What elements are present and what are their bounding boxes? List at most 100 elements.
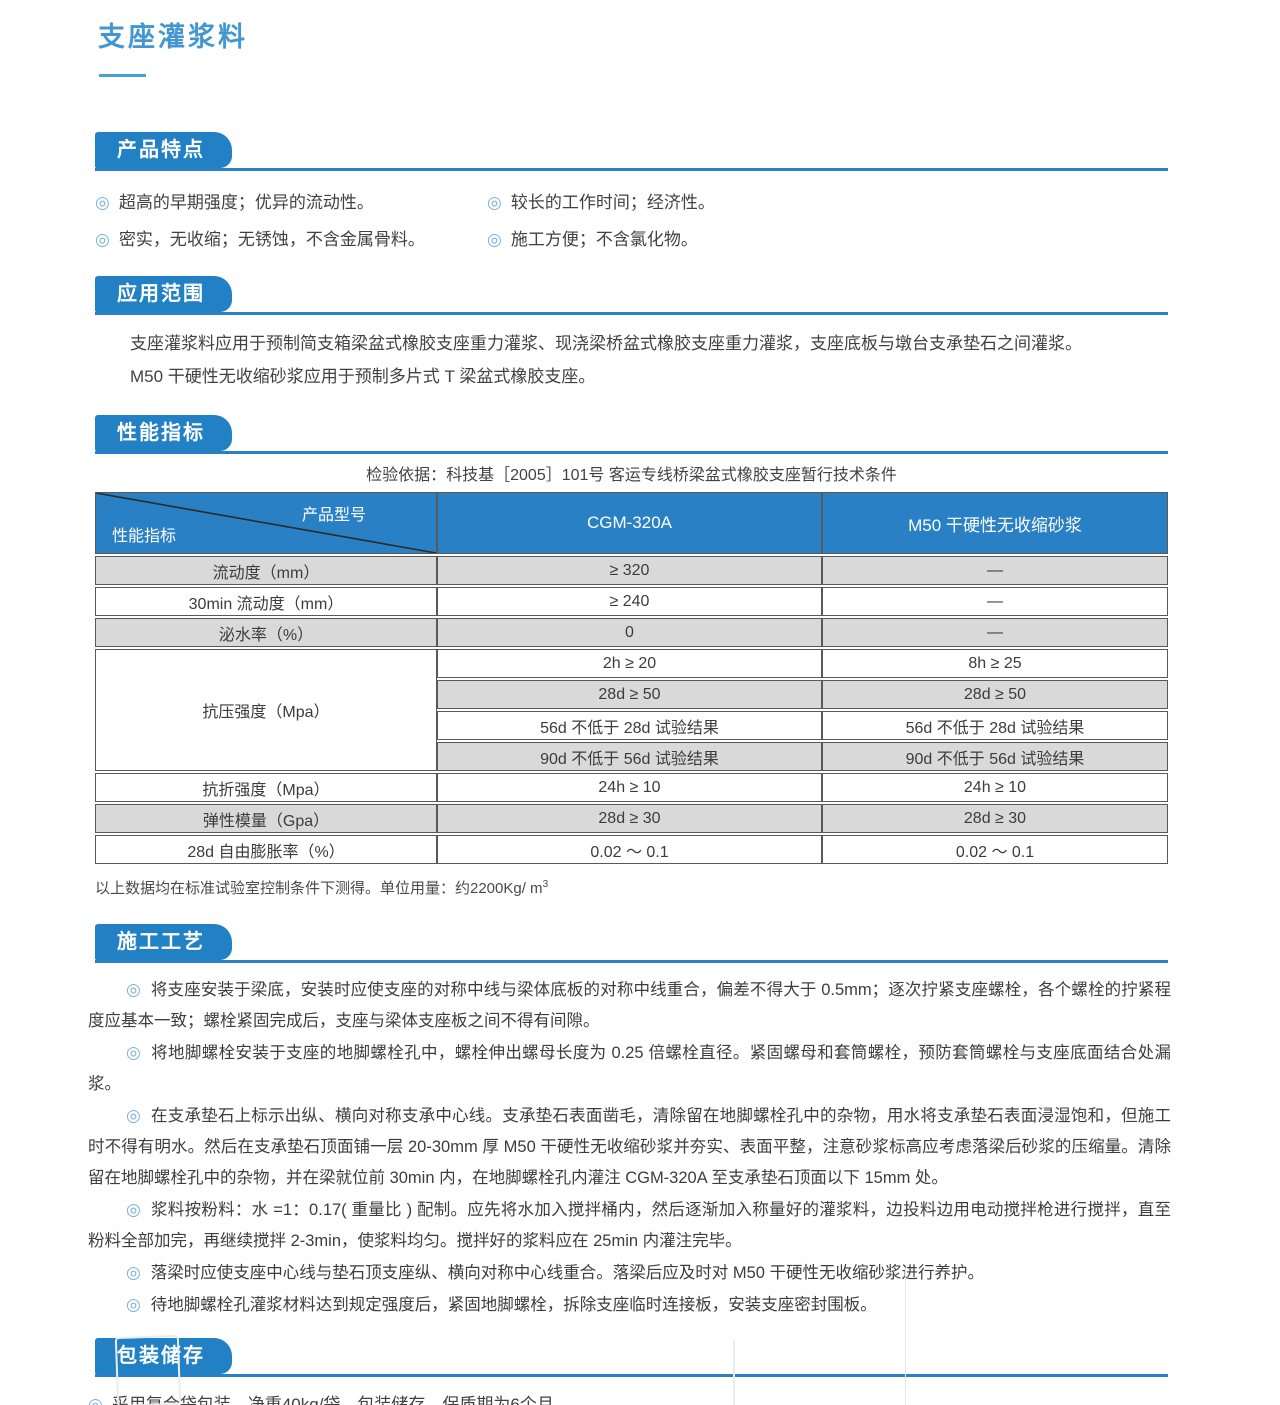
bullet-icon: ◎ bbox=[125, 1263, 141, 1282]
bullet-icon: ◎ bbox=[487, 230, 502, 249]
bullet-icon: ◎ bbox=[487, 193, 502, 212]
feature-text: 超高的早期强度；优异的流动性。 bbox=[118, 193, 374, 212]
list-item: ◎ 较长的工作时间；经济性。 bbox=[487, 188, 1168, 213]
page-title: 支座灌浆料 bbox=[98, 22, 248, 52]
step-item: ◎ 在支承垫石上标示出纵、横向对称支承中心线。支承垫石表面凿毛，清除留在地脚螺栓孔… bbox=[88, 1100, 1171, 1194]
table-row: 28d 自由膨胀率（%） 0.02 ～ 0.1 0.02 ～ 0.1 bbox=[95, 835, 1168, 864]
row-label: 泌水率（%） bbox=[95, 618, 437, 647]
row-label: 28d 自由膨胀率（%） bbox=[95, 835, 437, 864]
construction-steps: ◎ 将支座安装于梁底，安装时应使支座的对称中线与梁体底板的对称中线重合，偏差不得大… bbox=[88, 974, 1171, 1321]
step-item: ◎ 待地脚螺栓孔灌浆材料达到规定强度后，紧固地脚螺栓，拆除支座临时连接板，安装支座… bbox=[88, 1289, 1171, 1321]
bullet-icon: ◎ bbox=[125, 980, 141, 999]
cell-value: ≥ 240 bbox=[437, 587, 822, 616]
section-application: 应用范围 支座灌浆料应用于预制简支箱梁盆式橡胶支座重力灌浆、现浇梁桥盆式橡胶支座… bbox=[95, 276, 1168, 393]
step-item: ◎ 浆料按粉料：水 =1：0.17( 重量比 ) 配制。应先将水加入搅拌桶内，然后… bbox=[88, 1194, 1171, 1257]
row-label: 抗折强度（Mpa） bbox=[95, 773, 437, 802]
performance-table: 产品型号 性能指标 CGM-320A M50 干硬性无收缩砂浆 流动度（mm） … bbox=[95, 490, 1168, 866]
cell-value: 0 bbox=[437, 618, 822, 647]
test-basis-note: 检验依据：科技基［2005］101号 客运专线桥梁盆式橡胶支座暂行技术条件 bbox=[366, 467, 897, 484]
diagonal-header-cell: 产品型号 性能指标 bbox=[95, 492, 437, 554]
cell-value: — bbox=[822, 618, 1168, 647]
table-row: 30min 流动度（mm） ≥ 240 — bbox=[95, 587, 1168, 616]
section-header-rule: 性能指标 bbox=[95, 415, 1168, 454]
list-item: ◎ 施工方便；不含氯化物。 bbox=[487, 225, 1168, 250]
header-performance-index: 性能指标 bbox=[112, 528, 177, 545]
step-text: 将支座安装于梁底，安装时应使支座的对称中线与梁体底板的对称中线重合，偏差不得大于… bbox=[88, 981, 1171, 1030]
table-header-row: 产品型号 性能指标 CGM-320A M50 干硬性无收缩砂浆 bbox=[95, 492, 1168, 554]
packaging-text: 采用复合袋包装，净重40kg/袋，包装储存，保质期为6个月。 bbox=[111, 1395, 571, 1405]
diagonal-line bbox=[96, 493, 436, 553]
cell-value: 0.02 ～ 0.1 bbox=[822, 835, 1168, 864]
cell-value: 0.02 ～ 0.1 bbox=[437, 835, 822, 864]
bullet-icon: ◎ bbox=[125, 1200, 142, 1219]
table-row: 90d 不低于 56d 试验结果 90d 不低于 56d 试验结果 bbox=[95, 742, 1168, 771]
step-item: ◎ 落梁时应使支座中心线与垫石顶支座纵、横向对称中心线重合。落梁后应及时对 M50… bbox=[88, 1257, 1171, 1289]
paragraph: M50 干硬性无收缩砂浆应用于预制多片式 T 梁盆式橡胶支座。 bbox=[130, 367, 596, 386]
step-text: 浆料按粉料：水 =1：0.17( 重量比 ) 配制。应先将水加入搅拌桶内，然后逐… bbox=[88, 1201, 1171, 1250]
bullet-icon: ◎ bbox=[125, 1106, 141, 1125]
cell-value: 56d 不低于 28d 试验结果 bbox=[822, 711, 1168, 740]
cell-value: 24h ≥ 10 bbox=[437, 773, 822, 802]
row-label: 弹性模量（Gpa） bbox=[95, 804, 437, 833]
section-heading-packaging: 包装储存 bbox=[95, 1338, 232, 1374]
table-row: 流动度（mm） ≥ 320 — bbox=[95, 556, 1168, 585]
cell-value: — bbox=[822, 587, 1168, 616]
section-heading-application: 应用范围 bbox=[95, 276, 232, 312]
cell-value: 90d 不低于 56d 试验结果 bbox=[822, 742, 1168, 771]
cell-value: 2h ≥ 20 bbox=[437, 649, 822, 678]
step-item: ◎ 将支座安装于梁底，安装时应使支座的对称中线与梁体底板的对称中线重合，偏差不得大… bbox=[88, 974, 1171, 1037]
section-construction: 施工工艺 ◎ 将支座安装于梁底，安装时应使支座的对称中线与梁体底板的对称中线重合，… bbox=[88, 924, 1171, 1321]
section-heading-performance: 性能指标 bbox=[95, 415, 232, 451]
table-row: 28d ≥ 50 28d ≥ 50 bbox=[95, 680, 1168, 709]
bullet-icon: ◎ bbox=[125, 1043, 142, 1062]
feature-text: 较长的工作时间；经济性。 bbox=[510, 193, 715, 212]
feature-text: 密实，无收缩；无锈蚀，不含金属骨料。 bbox=[118, 230, 425, 249]
section-header-rule: 包装储存 bbox=[95, 1338, 1168, 1377]
row-label: 流动度（mm） bbox=[95, 556, 437, 585]
step-text: 在支承垫石上标示出纵、横向对称支承中心线。支承垫石表面凿毛，清除留在地脚螺栓孔中… bbox=[88, 1107, 1171, 1187]
section-header-rule: 应用范围 bbox=[95, 276, 1168, 315]
footnote-text: 以上数据均在标准试验室控制条件下测得。单位用量：约2200Kg/ m bbox=[95, 880, 543, 897]
column-header-m50: M50 干硬性无收缩砂浆 bbox=[822, 492, 1168, 554]
table-row: 抗压强度（Mpa） 2h ≥ 20 8h ≥ 25 bbox=[95, 649, 1168, 771]
step-text: 落梁时应使支座中心线与垫石顶支座纵、横向对称中心线重合。落梁后应及时对 M50 … bbox=[150, 1264, 985, 1282]
header-product-model: 产品型号 bbox=[301, 507, 366, 524]
bullet-icon: ◎ bbox=[95, 230, 110, 249]
packaging-line: ◎ 采用复合袋包装，净重40kg/袋，包装储存，保质期为6个月。 bbox=[88, 1390, 1168, 1405]
table-row: 泌水率（%） 0 — bbox=[95, 618, 1168, 647]
step-text: 将地脚螺栓安装于支座的地脚螺栓孔中，螺栓伸出螺母长度为 0.25 倍螺栓直径。紧… bbox=[88, 1044, 1171, 1093]
bullet-icon: ◎ bbox=[88, 1395, 103, 1405]
step-item: ◎ 将地脚螺栓安装于支座的地脚螺栓孔中，螺栓伸出螺母长度为 0.25 倍螺栓直径。… bbox=[88, 1037, 1171, 1100]
section-header-rule: 施工工艺 bbox=[95, 924, 1168, 963]
section-heading-features: 产品特点 bbox=[95, 132, 232, 168]
cell-value: 56d 不低于 28d 试验结果 bbox=[437, 711, 822, 740]
cell-value: 90d 不低于 56d 试验结果 bbox=[437, 742, 822, 771]
table-row: 弹性模量（Gpa） 28d ≥ 30 28d ≥ 30 bbox=[95, 804, 1168, 833]
column-header-cgm320a: CGM-320A bbox=[437, 492, 822, 554]
step-text: 待地脚螺栓孔灌浆材料达到规定强度后，紧固地脚螺栓，拆除支座临时连接板，安装支座密… bbox=[150, 1296, 877, 1314]
row-label: 30min 流动度（mm） bbox=[95, 587, 437, 616]
section-heading-construction: 施工工艺 bbox=[95, 924, 232, 960]
table-row: 抗折强度（Mpa） 24h ≥ 10 24h ≥ 10 bbox=[95, 773, 1168, 802]
footnote-superscript: 3 bbox=[542, 879, 549, 890]
title-underline bbox=[99, 74, 146, 77]
bullet-icon: ◎ bbox=[95, 193, 110, 212]
cell-value: 28d ≥ 50 bbox=[822, 680, 1168, 709]
list-item: ◎ 密实，无收缩；无锈蚀，不含金属骨料。 bbox=[95, 225, 487, 250]
cell-value: 8h ≥ 25 bbox=[822, 649, 1168, 678]
section-packaging: 包装储存 ◎ 采用复合袋包装，净重40kg/袋，包装储存，保质期为6个月。 bbox=[88, 1338, 1168, 1405]
cell-value: 28d ≥ 30 bbox=[822, 804, 1168, 833]
bullet-icon: ◎ bbox=[125, 1295, 141, 1314]
section-performance: 性能指标 检验依据：科技基［2005］101号 客运专线桥梁盆式橡胶支座暂行技术… bbox=[95, 415, 1168, 898]
section-header-rule: 产品特点 bbox=[95, 132, 1168, 171]
cell-value: ≥ 320 bbox=[437, 556, 822, 585]
row-label-compressive-strength: 抗压强度（Mpa） bbox=[95, 649, 437, 771]
cell-value: — bbox=[822, 556, 1168, 585]
list-item: ◎ 超高的早期强度；优异的流动性。 bbox=[95, 188, 487, 213]
paragraph: 支座灌浆料应用于预制简支箱梁盆式橡胶支座重力灌浆、现浇梁桥盆式橡胶支座重力灌浆，… bbox=[130, 334, 1082, 353]
cell-value: 24h ≥ 10 bbox=[822, 773, 1168, 802]
table-footnote: 以上数据均在标准试验室控制条件下测得。单位用量：约2200Kg/ m3 bbox=[95, 877, 1168, 898]
cell-value: 28d ≥ 30 bbox=[437, 804, 822, 833]
section-features: 产品特点 ◎ 超高的早期强度；优异的流动性。 ◎ 较长的工作时间；经济性。 ◎ … bbox=[95, 132, 1168, 250]
